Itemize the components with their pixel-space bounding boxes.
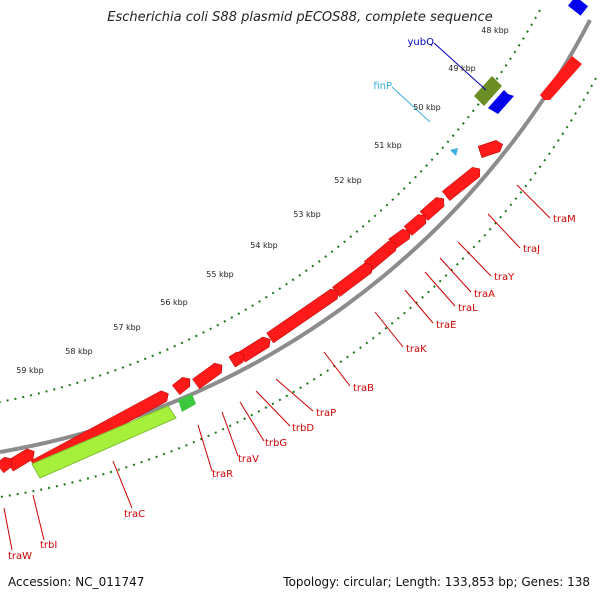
traR-gene-shape[interactable] [178,394,196,412]
gene-arrow-right[interactable] [540,56,582,100]
label-leader-lines [3,42,551,551]
backbone-circle [0,19,592,454]
map-title: Escherichia coli S88 plasmid pECOS88, co… [107,10,493,25]
gene-label-traM[interactable]: traM [553,214,576,225]
inner-tick-ring [0,77,597,498]
leader-line-traA [439,257,472,293]
gene-label-traK[interactable]: traK [406,344,427,355]
leader-line-traL [424,271,456,307]
forward-genes [474,0,588,106]
leader-line-traP [275,378,314,412]
cds-block-2[interactable] [419,197,445,221]
leader-line-trbI [32,494,45,541]
leader-line-traC [112,460,133,509]
kbp-label: 48 kbp [481,26,509,35]
gene-label-traR[interactable]: traR [212,469,233,480]
summary-text: Topology: circular; Length: 133,853 bp; … [283,575,590,589]
kbp-label: 54 kbp [250,241,278,250]
kbp-label: 59 kbp [16,366,44,375]
leader-line-finP [391,86,431,123]
kbp-label: 52 kbp [334,176,362,185]
gene-label-traE[interactable]: traE [436,320,456,331]
cds-block-7[interactable] [266,288,339,344]
gene-label-traL[interactable]: traL [458,303,478,314]
cds-block-10[interactable] [192,362,223,390]
gene-label-traY[interactable]: traY [494,272,515,283]
kbp-label: 57 kbp [113,323,141,332]
kbp-label: 51 kbp [374,141,402,150]
cds-block-9[interactable] [228,351,245,368]
kbp-label: 53 kbp [293,210,321,219]
kbp-label: 56 kbp [160,298,188,307]
outer-tick-ring [0,9,541,403]
leader-line-traB [323,351,351,387]
leader-line-traR [197,424,213,472]
yubQ-gene-shape[interactable] [488,90,514,114]
leader-line-yubQ [433,42,487,91]
gene-label-traC[interactable]: traC [124,509,145,520]
kbp-label: 49 kbp [448,64,476,73]
leader-line-traJ [487,213,521,249]
cds-block-14[interactable] [0,456,13,474]
gene-label-traJ[interactable]: traJ [523,244,540,255]
cds-block-1[interactable] [441,167,481,202]
accession-text: Accession: NC_011747 [8,575,145,589]
cds-block-13[interactable] [6,448,35,472]
leader-line-traM [516,184,551,219]
cds-block-6[interactable] [332,262,373,298]
leader-line-traW [3,507,13,551]
gene-label-traW[interactable]: traW [8,551,32,562]
leader-line-traK [374,311,404,348]
gene-label-traV[interactable]: traV [238,454,259,465]
gene-block-top[interactable] [568,0,588,16]
kbp-label: 50 kbp [413,103,441,112]
cds-block-11[interactable] [171,377,191,396]
gene-label-trbG[interactable]: trbG [265,438,287,449]
gene-label-traA[interactable]: traA [474,289,495,300]
finP-marker [450,148,458,156]
leader-line-traY [457,241,492,277]
leader-line-traV [221,411,239,457]
kbp-label: 58 kbp [65,347,93,356]
traC-gene-shape[interactable] [31,405,177,479]
leader-line-trbG [239,401,265,442]
gene-label-traP[interactable]: traP [316,408,336,419]
gene-label-trbI[interactable]: trbI [40,540,57,551]
kbp-labels: 48 kbp 49 kbp 50 kbp 51 kbp 52 kbp 53 kbp 54 k… [16,26,509,375]
gene-label-yubQ[interactable]: yubQ [408,37,435,48]
cds-block-8[interactable] [238,336,271,363]
leader-line-trbD [255,390,291,427]
reverse-genes [0,140,504,479]
gene-label-finP[interactable]: finP [373,81,392,92]
leader-line-traE [404,289,434,324]
cds-block-3[interactable] [403,214,427,236]
gene-label-trbD[interactable]: trbD [292,423,314,434]
finP-gene-shape[interactable] [474,76,502,106]
gene-label-traB[interactable]: traB [353,383,374,394]
kbp-label: 55 kbp [206,270,234,279]
cds-block-0[interactable] [477,140,504,159]
